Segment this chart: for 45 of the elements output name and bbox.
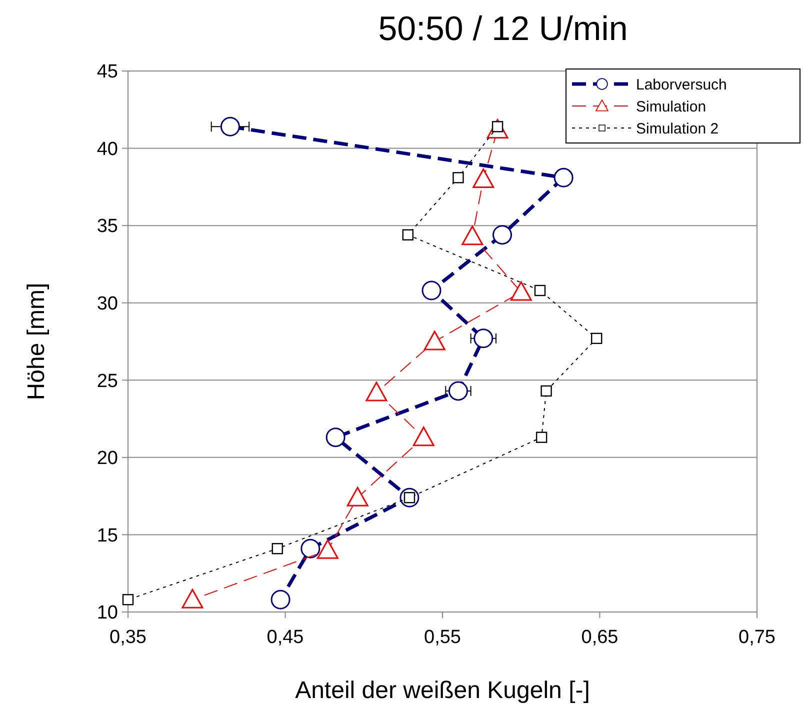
point — [422, 280, 442, 300]
point — [540, 385, 552, 397]
point — [326, 428, 346, 448]
point — [534, 284, 546, 296]
point — [510, 281, 532, 301]
y-tick-label: 20 — [96, 448, 118, 470]
y-tick-label: 30 — [96, 294, 118, 315]
legend-label: Simulation 2 — [636, 120, 719, 138]
point — [536, 432, 548, 443]
point — [554, 168, 574, 188]
point — [424, 330, 446, 350]
point — [272, 543, 283, 554]
point — [300, 538, 320, 558]
point — [492, 225, 512, 245]
x-axis-title: Anteil der weißen Kugeln [-] — [295, 677, 590, 704]
y-tick-label: 35 — [96, 216, 118, 238]
legend-label: Laborversuch — [636, 76, 727, 94]
y-tick-label: 25 — [96, 370, 118, 392]
point — [182, 588, 204, 608]
x-tick-label: 0,55 — [424, 627, 461, 648]
point — [448, 381, 468, 401]
y-tick-label: 45 — [96, 62, 118, 83]
y-tick-label: 10 — [96, 602, 118, 624]
x-tick-label: 0,35 — [110, 627, 146, 648]
point — [366, 382, 388, 402]
point — [122, 594, 134, 606]
x-tick-label: 0,65 — [581, 627, 618, 648]
point — [270, 590, 290, 610]
y-tick-label: 15 — [96, 525, 118, 546]
point — [402, 229, 414, 240]
point — [472, 168, 494, 188]
point — [591, 332, 602, 344]
point — [452, 172, 464, 184]
point — [316, 539, 338, 559]
y-tick-label: 40 — [96, 138, 118, 160]
x-tick-label: 0,75 — [738, 627, 776, 648]
point — [412, 426, 434, 446]
y-axis-title: Höhe [mm] — [23, 282, 50, 400]
point — [220, 116, 240, 136]
point — [346, 486, 368, 506]
chart-title: 50:50 / 12 U/min — [378, 10, 628, 48]
point — [474, 328, 494, 348]
legend-label: Simulation — [636, 98, 706, 116]
point — [462, 226, 484, 246]
x-tick-label: 0,45 — [266, 627, 304, 648]
